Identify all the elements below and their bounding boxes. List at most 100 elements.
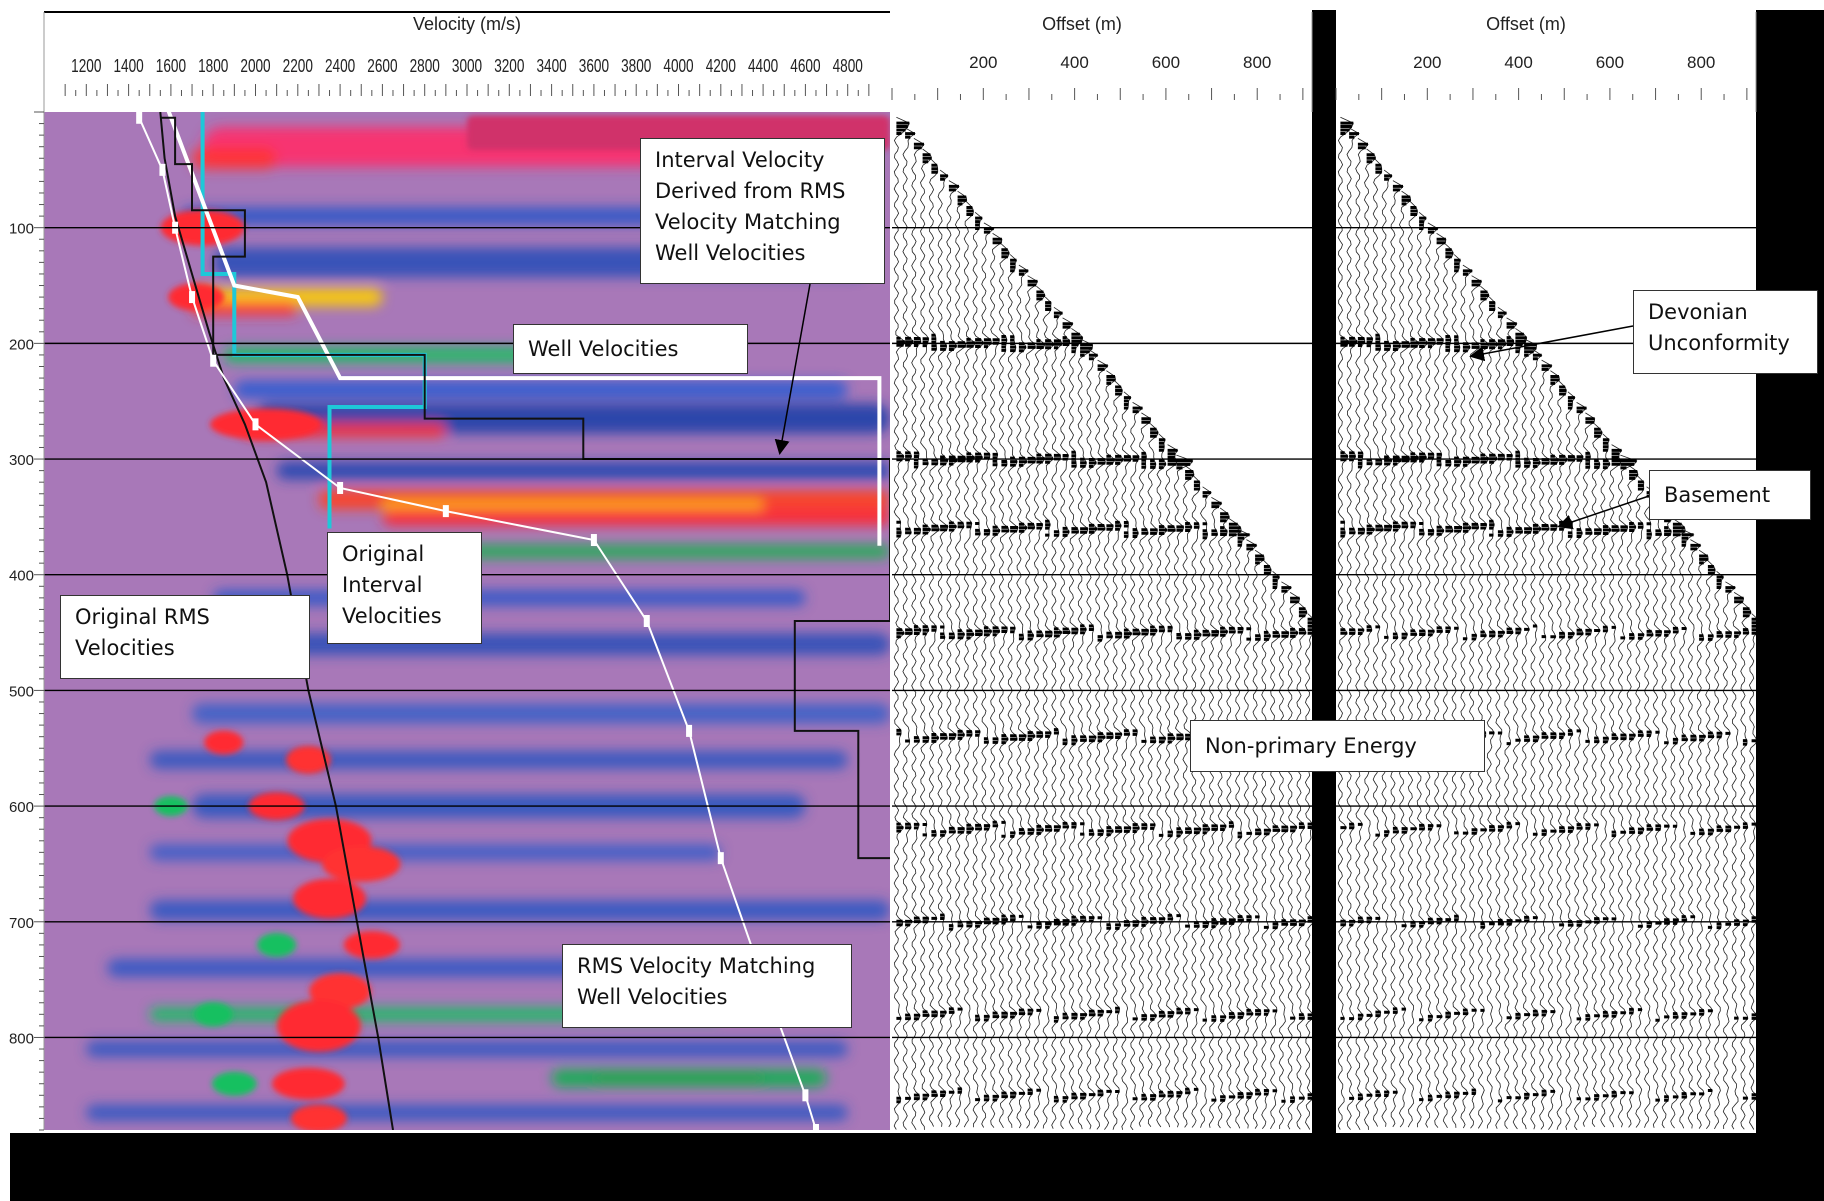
gather-trace: [1094, 359, 1109, 1130]
semblance-blob-3: [204, 730, 244, 755]
rms-pick-13: [802, 1089, 809, 1102]
velocity-tick-label-1400: 1400: [113, 56, 143, 76]
gather-trace-fill: [1734, 596, 1744, 1020]
gather-trace: [1442, 243, 1454, 1128]
gather-trace: [1696, 549, 1709, 1129]
velocity-tick-label-1200: 1200: [71, 56, 101, 76]
gather-panel-left: [892, 112, 1312, 1130]
rms-pick-1: [159, 163, 166, 176]
gather-trace-fill: [1053, 311, 1063, 1103]
gather-trace-fill: [1716, 575, 1724, 930]
gather-trace: [1042, 296, 1055, 1129]
gather-trace-fill: [1690, 543, 1701, 1096]
gather-trace-fill: [1176, 459, 1193, 1098]
velocity-tick-label-4000: 4000: [663, 56, 693, 76]
time-tick-label-500: 500: [9, 683, 34, 700]
gather-trace: [1278, 581, 1292, 1130]
gather-trace: [919, 148, 933, 1130]
rms-pick-7: [442, 505, 449, 518]
gather-trace: [1731, 592, 1745, 1130]
semblance-blob-14: [257, 932, 297, 957]
rms-pick-14: [812, 1124, 819, 1130]
velocity-curve-3: [160, 116, 890, 860]
velocity-tick-label-2000: 2000: [240, 56, 270, 76]
time-tick-label-700: 700: [9, 915, 34, 932]
velocity-tick-label-1600: 1600: [156, 56, 186, 76]
gather-trace: [1468, 275, 1483, 1129]
callout-interval-derived: Interval Velocity Derived from RMS Veloc…: [640, 138, 885, 284]
gather-trace: [1687, 539, 1702, 1129]
callout-devonian: Devonian Unconformity: [1633, 290, 1818, 374]
gather-trace: [1147, 423, 1159, 1128]
gather-trace: [937, 169, 949, 1127]
gather-trace-fill: [1141, 417, 1151, 1101]
offset-axis-label: Offset (m): [1042, 14, 1122, 34]
semblance-blob-13: [290, 1104, 347, 1130]
gather-trace: [1024, 275, 1039, 1129]
gather-trace: [1661, 507, 1674, 1129]
gather-trace: [911, 138, 925, 1130]
gather-trace: [1252, 549, 1265, 1129]
gather-trace: [1355, 138, 1369, 1130]
gather-trace: [1477, 285, 1490, 1129]
gather-trace: [1372, 159, 1384, 1127]
rms-pick-8: [590, 534, 597, 547]
semblance-blob-11: [276, 999, 361, 1052]
gather-trace: [1626, 465, 1639, 1128]
gather-trace-fill: [1550, 375, 1560, 1093]
time-tick-label-300: 300: [9, 452, 34, 469]
gather-trace: [1460, 264, 1473, 1129]
semblance-band-21: [149, 900, 890, 921]
gather-trace: [1304, 613, 1312, 1130]
gather-trace-fill: [1123, 396, 1132, 927]
gather-trace-fill: [1071, 332, 1083, 1100]
gather-trace: [928, 159, 940, 1127]
semblance-blob-7: [322, 845, 401, 882]
gather-trace: [1425, 222, 1439, 1128]
gather-trace-fill: [1541, 364, 1552, 1097]
semblance-band-10: [276, 461, 890, 480]
velocity-tick-label-4200: 4200: [706, 56, 736, 76]
gather-trace: [1191, 476, 1202, 1128]
velocity-tick-label-2800: 2800: [410, 56, 440, 76]
rms-pick-4: [210, 354, 217, 367]
gather-trace: [1296, 602, 1308, 1130]
gather-trace: [1121, 391, 1133, 1130]
gather-trace-fill: [1681, 533, 1694, 1099]
gather-trace: [1287, 592, 1301, 1130]
gather-trace: [1538, 359, 1553, 1130]
gather-trace: [963, 201, 976, 1128]
velocity-tick-label-3800: 3800: [621, 56, 651, 76]
gather-trace-fill: [1185, 470, 1194, 1095]
gather-trace-fill: [983, 227, 994, 1102]
velocity-tick-label-1800: 1800: [198, 56, 228, 76]
gather-trace: [1217, 507, 1230, 1129]
gather-trace: [1269, 570, 1281, 1130]
time-tick-label-600: 600: [9, 799, 34, 816]
gather-trace: [1591, 423, 1603, 1128]
semblance-band-26: [551, 1068, 827, 1087]
rms-pick-5: [252, 418, 259, 431]
velocity-tick-label-3000: 3000: [452, 56, 482, 76]
time-tick-label-400: 400: [9, 568, 34, 585]
rms-pick-9: [643, 615, 650, 627]
callout-original-rms: Original RMS Velocities: [60, 595, 310, 679]
gather-trace-fill: [1445, 248, 1454, 1099]
gather-trace: [1433, 233, 1447, 1128]
gather-trace: [1016, 264, 1029, 1129]
gather-trace: [1451, 254, 1463, 1128]
gather-trace: [1398, 190, 1412, 1128]
gather-trace: [946, 180, 960, 1128]
semblance-blob-8: [293, 878, 366, 919]
gather-trace-fill: [1725, 586, 1736, 926]
gather-trace: [981, 222, 995, 1128]
rms-pick-6: [337, 481, 344, 494]
gather-trace: [1416, 211, 1429, 1128]
gather-trace: [1234, 528, 1251, 1129]
time-tick-label-200: 200: [9, 336, 34, 353]
velocity-tick-label-4800: 4800: [833, 56, 863, 76]
velocity-tick-label-2600: 2600: [367, 56, 397, 76]
offset-tick-label-600: 600: [1152, 53, 1180, 72]
gather-trace: [1521, 338, 1538, 1130]
velocity-axis-label: Velocity (m/s): [413, 14, 521, 34]
